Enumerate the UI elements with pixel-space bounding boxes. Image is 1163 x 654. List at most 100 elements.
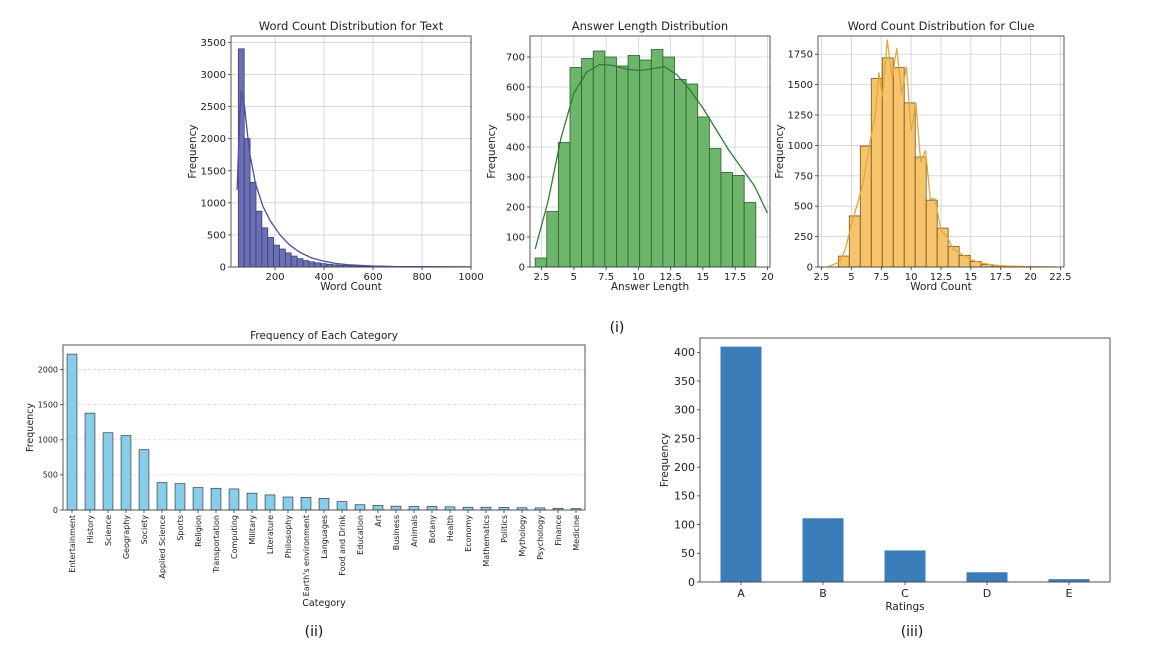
x-tick-label: Animals — [410, 515, 419, 547]
bar-animals — [408, 506, 420, 511]
y-tick-label: 2500 — [201, 102, 226, 113]
caption-i: (i) — [610, 320, 625, 336]
y-tick-label: 600 — [506, 83, 525, 94]
y-tick-label: 1000 — [788, 141, 813, 152]
x-tick-label: 2.5 — [814, 272, 830, 283]
y-tick-label: 150 — [674, 490, 695, 503]
bar-geography — [120, 435, 132, 511]
bar-food-and-drink — [336, 501, 348, 511]
x-tick-label: Food and Drink — [338, 515, 347, 576]
bar-military — [246, 492, 258, 511]
histogram-bar — [936, 227, 949, 268]
y-axis-label: Frequency — [25, 403, 36, 452]
x-tick-label: Literature — [266, 515, 275, 554]
x-tick-label: 2.5 — [534, 272, 550, 283]
x-tick-label: Education — [356, 515, 365, 555]
x-tick-label: Computing — [230, 515, 239, 559]
panel-ratings: 0 50 100 150 200 250 300 350 400 A B C D E Ratings Freq… — [659, 337, 1111, 613]
x-axis-label: Category — [302, 598, 346, 609]
x-tick-label: Psychology — [536, 515, 545, 560]
bar-applied-science — [156, 482, 168, 511]
axes-frame — [529, 35, 771, 268]
x-tick-label: B — [819, 587, 827, 600]
histogram-bar — [534, 257, 548, 268]
y-tick-label: 0 — [807, 263, 813, 274]
x-tick-label: 800 — [412, 272, 431, 283]
bar-education — [354, 504, 366, 511]
y-tick-label: 500 — [794, 202, 813, 213]
x-tick-label: Religion — [194, 515, 203, 547]
x-tick-label: 5 — [571, 272, 577, 283]
y-tick-label: 300 — [674, 404, 695, 417]
x-tick-label: 20 — [761, 272, 774, 283]
histogram-bar — [662, 56, 675, 268]
y-tick-label: 0 — [688, 576, 695, 589]
histogram-bar — [903, 102, 916, 268]
x-tick-label: Society — [140, 515, 149, 545]
histogram-bar — [314, 262, 322, 268]
kde-line — [236, 90, 472, 268]
bar-literature — [264, 494, 276, 511]
chart-title: Word Count Distribution for Text — [259, 19, 444, 33]
histogram-bar — [674, 79, 687, 268]
x-tick-label: E — [1066, 587, 1073, 600]
x-tick-label: 12.5 — [930, 272, 952, 283]
bar-computing — [228, 488, 240, 511]
y-axis-label: Frequency — [486, 124, 498, 178]
bar-earth-s-environment — [300, 497, 312, 511]
y-tick-label: 200 — [506, 203, 525, 214]
bar-society — [138, 449, 150, 511]
bar-religion — [192, 487, 204, 511]
bar-transportation — [210, 487, 222, 511]
histogram-bar — [685, 83, 699, 268]
y-tick-label: 50 — [681, 547, 695, 560]
x-tick-label: 12.5 — [660, 272, 682, 283]
histogram-bar — [914, 156, 927, 268]
y-tick-label: 350 — [674, 375, 695, 388]
y-tick-label: 1750 — [788, 50, 813, 61]
x-tick-label: Entertainment — [68, 515, 77, 573]
histogram-bar — [249, 181, 257, 268]
bar-science — [102, 432, 114, 511]
x-tick-label: Geography — [122, 515, 131, 559]
y-tick-label: 250 — [674, 432, 695, 445]
bar-e — [1048, 579, 1090, 582]
histogram-bar — [243, 138, 251, 268]
kde-line — [827, 39, 1055, 268]
histogram-bar — [320, 263, 327, 268]
histogram-bar — [650, 49, 664, 268]
histogram-bar — [592, 50, 606, 268]
x-tick-label: Military — [248, 515, 257, 545]
y-tick-label: 3000 — [201, 70, 226, 81]
x-tick-label: Art — [374, 515, 383, 527]
y-tick-label: 0 — [53, 506, 58, 515]
bar-entertainment — [66, 353, 78, 511]
histogram-bar — [273, 244, 280, 268]
y-axis-label: Frequency — [774, 124, 786, 178]
y-tick-label: 400 — [506, 143, 525, 154]
histogram-bar — [870, 78, 883, 268]
x-tick-label: Mathematics — [482, 515, 491, 567]
bar-art — [372, 505, 384, 511]
x-tick-label: A — [737, 587, 745, 600]
y-tick-label: 750 — [794, 171, 813, 182]
x-axis-label: Word Count — [320, 281, 382, 293]
y-tick-label: 1250 — [788, 111, 813, 122]
caption-iii: (iii) — [901, 624, 924, 640]
x-tick-label: Transportation — [212, 515, 221, 574]
x-tick-label: 15 — [697, 272, 710, 283]
x-tick-label: 1000 — [458, 272, 483, 283]
x-tick-label: 7.5 — [598, 272, 614, 283]
histogram-bar — [267, 237, 275, 268]
x-tick-label: 5 — [848, 272, 854, 283]
x-tick-label: Science — [104, 515, 113, 546]
y-tick-label: 100 — [506, 233, 525, 244]
x-tick-label: 600 — [363, 272, 382, 283]
histogram-bar — [892, 67, 905, 268]
y-tick-label: 400 — [674, 346, 695, 359]
y-tick-label: 500 — [207, 230, 226, 241]
bar-c — [884, 550, 926, 582]
y-tick-label: 1000 — [201, 198, 226, 209]
panel-category-frequency: 0 500 1000 1500 2000 Entertainment History Scie… — [25, 330, 586, 609]
